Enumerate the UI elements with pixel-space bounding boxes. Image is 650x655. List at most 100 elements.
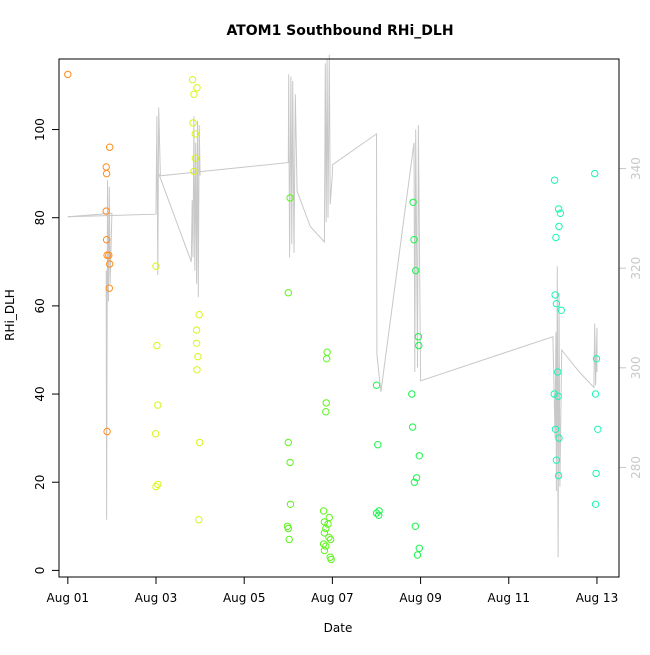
data-point xyxy=(151,430,160,438)
data-point xyxy=(196,438,204,447)
secondary-line-layer xyxy=(67,54,598,558)
data-point xyxy=(325,513,333,522)
secondary-line-early xyxy=(67,180,113,520)
x-tick-label: Aug 01 xyxy=(47,591,90,605)
data-point xyxy=(550,176,559,184)
data-point xyxy=(551,291,559,299)
y2-tick-label: 300 xyxy=(629,356,643,379)
series-3 xyxy=(283,194,335,564)
data-point xyxy=(555,222,563,231)
y-tick-label: 100 xyxy=(33,118,47,141)
data-point xyxy=(594,425,602,433)
data-point xyxy=(193,84,201,92)
y-axis-label: RHi_DLH xyxy=(3,289,17,341)
x-tick-label: Aug 07 xyxy=(311,591,354,605)
data-point xyxy=(105,284,114,292)
data-point xyxy=(192,326,201,334)
data-point xyxy=(408,390,416,398)
data-point xyxy=(322,542,330,550)
x-tick-label: Aug 09 xyxy=(399,591,442,605)
data-point xyxy=(554,392,562,400)
data-point xyxy=(322,524,330,533)
y-tick-label: 20 xyxy=(33,475,47,490)
data-point xyxy=(284,289,292,297)
data-point xyxy=(554,368,562,376)
data-point xyxy=(195,516,203,524)
data-point xyxy=(592,469,600,478)
data-point xyxy=(413,551,422,559)
x-tick-label: Aug 13 xyxy=(576,591,619,605)
data-point xyxy=(322,399,330,407)
data-point xyxy=(106,143,114,151)
data-point xyxy=(327,555,335,564)
points-layer xyxy=(64,70,602,564)
y2-tick-label: 280 xyxy=(629,456,643,479)
data-point xyxy=(152,262,160,270)
data-point xyxy=(105,251,113,259)
data-point xyxy=(375,511,383,519)
data-point xyxy=(412,266,420,275)
data-point xyxy=(415,341,423,350)
data-point xyxy=(322,408,330,416)
secondary-line-mid xyxy=(158,116,201,298)
data-point xyxy=(325,533,333,541)
data-point xyxy=(103,427,111,436)
data-point xyxy=(102,236,111,244)
series-4 xyxy=(372,198,423,559)
data-point xyxy=(190,90,198,99)
data-point xyxy=(555,434,563,442)
data-point xyxy=(194,352,202,361)
data-point xyxy=(552,456,561,464)
data-point xyxy=(286,194,294,202)
data-point xyxy=(192,339,201,347)
data-point xyxy=(191,130,200,138)
secondary-line xyxy=(67,54,598,558)
y-tick-label: 0 xyxy=(33,567,47,575)
data-point xyxy=(550,390,558,398)
data-point xyxy=(552,233,560,242)
data-point xyxy=(556,209,565,218)
data-point xyxy=(286,458,294,467)
data-point xyxy=(153,341,161,350)
data-point xyxy=(319,507,328,515)
data-point xyxy=(285,535,293,544)
data-point xyxy=(408,423,417,431)
data-point xyxy=(372,381,381,389)
data-point xyxy=(414,333,423,341)
data-point xyxy=(284,438,292,447)
data-point xyxy=(188,76,197,84)
data-point xyxy=(552,300,561,308)
y-tick-label: 60 xyxy=(33,298,47,313)
data-point xyxy=(320,529,329,537)
data-point xyxy=(323,355,331,363)
data-point xyxy=(152,482,160,491)
data-point xyxy=(557,306,565,314)
data-point xyxy=(326,535,335,544)
y2-tick-label: 340 xyxy=(629,157,643,180)
data-point xyxy=(102,207,110,215)
data-point xyxy=(191,154,200,162)
data-point xyxy=(554,471,563,480)
x-axis-label: Date xyxy=(324,621,353,635)
y2-tick-label: 320 xyxy=(629,257,643,280)
data-point xyxy=(591,390,600,398)
chart-title: ATOM1 Southbound RHi_DLH xyxy=(226,23,453,39)
data-point xyxy=(193,366,201,374)
data-point xyxy=(410,478,419,486)
data-point xyxy=(320,546,329,555)
plot-frame xyxy=(58,58,620,578)
data-point xyxy=(591,169,599,178)
data-point xyxy=(415,544,423,552)
data-point xyxy=(554,205,563,213)
series-1 xyxy=(64,70,114,436)
data-point xyxy=(102,169,111,178)
data-point xyxy=(286,500,295,508)
data-point xyxy=(190,167,198,176)
data-point xyxy=(415,452,423,460)
data-point xyxy=(374,441,382,449)
x-tick-label: Aug 11 xyxy=(488,591,531,605)
data-point xyxy=(551,425,560,433)
series-2 xyxy=(151,76,204,524)
data-point xyxy=(106,260,114,268)
